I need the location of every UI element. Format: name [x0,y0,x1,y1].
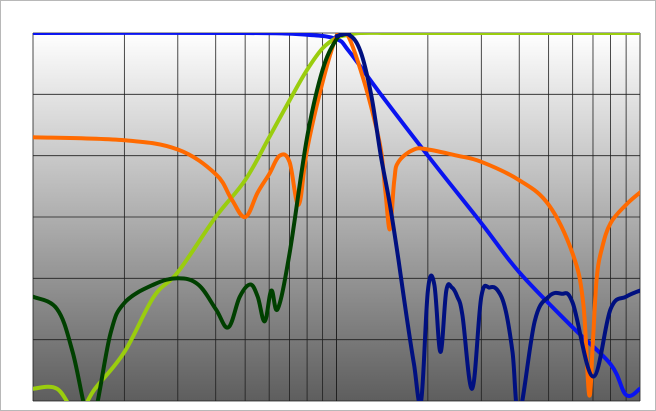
series-line-2 [33,33,640,401]
series-line-1 [33,33,640,398]
grid [32,32,641,402]
series-layer [33,33,640,401]
series-line-4 [33,33,352,401]
series-line-5 [334,33,640,401]
